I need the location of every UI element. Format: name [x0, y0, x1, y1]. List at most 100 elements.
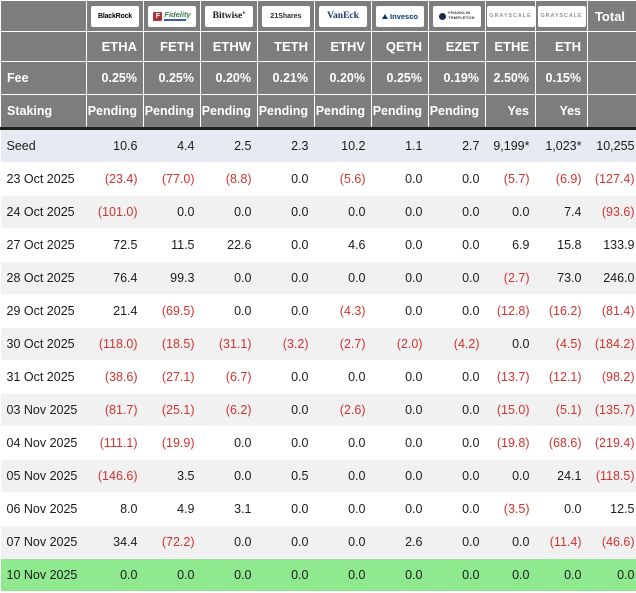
value-cell: (4.2) [428, 327, 486, 361]
grayscale-logo-text: GRAYSCALE [489, 13, 532, 19]
value-cell: 0.0 [257, 228, 315, 262]
value-cell: (18.5) [143, 327, 201, 361]
invesco-logo: Invesco [376, 5, 424, 27]
total-value-cell: 10,255 [587, 128, 636, 163]
21shares-logo: 21Shares [262, 5, 310, 27]
fee-cell: 0.19% [428, 61, 486, 95]
value-cell: 0.0 [371, 459, 429, 493]
value-cell: 0.0 [257, 492, 315, 526]
value-cell: 0.0 [314, 459, 372, 493]
total-value-cell: (118.5) [587, 459, 636, 493]
value-cell: (77.0) [143, 162, 201, 196]
value-cell: 0.0 [371, 162, 429, 196]
blackrock-logo: BlackRock [91, 5, 139, 27]
value-cell: 4.6 [314, 228, 372, 262]
value-cell: 6.9 [485, 228, 536, 262]
value-cell: (8.8) [200, 162, 258, 196]
value-cell: 0.0 [371, 261, 429, 295]
value-cell: 22.6 [200, 228, 258, 262]
value-cell: 0.0 [371, 558, 429, 592]
value-cell: (101.0) [86, 195, 144, 229]
value-cell: (27.1) [143, 360, 201, 394]
value-cell: 99.3 [143, 261, 201, 295]
grayscale-logo-text: GRAYSCALE [540, 13, 583, 19]
value-cell: 0.0 [257, 261, 315, 295]
value-cell: 4.9 [143, 492, 201, 526]
logo-cell: GRAYSCALE [485, 0, 536, 32]
ticker-eth: ETH [535, 31, 588, 62]
value-cell: 0.0 [314, 558, 372, 592]
row-label: 30 Oct 2025 [0, 327, 87, 361]
franklin-head-icon [439, 12, 447, 20]
value-cell: 0.0 [257, 162, 315, 196]
staking-cell: Pending [314, 94, 372, 130]
row-label: 10 Nov 2025 [0, 558, 87, 592]
ticker-row: ETHA FETH ETHW TETH ETHV QETH EZET ETHE ETH [0, 31, 636, 62]
value-cell: (5.6) [314, 162, 372, 196]
ticker-ethe: ETHE [485, 31, 536, 62]
value-cell: 0.5 [257, 459, 315, 493]
value-cell: 9,199* [485, 128, 536, 163]
value-cell: 10.6 [86, 128, 144, 163]
fee-cell: 0.21% [257, 61, 315, 95]
staking-cell: Pending [200, 94, 258, 130]
total-header: Total [587, 0, 636, 32]
value-cell: 0.0 [535, 492, 588, 526]
value-cell: (23.4) [86, 162, 144, 196]
value-cell: 2.7 [428, 128, 486, 163]
total-value-cell: 133.9 [587, 228, 636, 262]
value-cell: 0.0 [485, 525, 536, 559]
row-label: 23 Oct 2025 [0, 162, 87, 196]
flow-row: 27 Oct 2025 72.5 11.5 22.6 0.0 4.6 0.0 0.0 6.9 15… [0, 228, 636, 262]
value-cell: 0.0 [428, 360, 486, 394]
fee-total-cell [587, 61, 636, 95]
value-cell: 0.0 [371, 393, 429, 427]
value-cell: 0.0 [485, 459, 536, 493]
value-cell: 0.0 [485, 558, 536, 592]
value-cell: (12.8) [485, 294, 536, 328]
value-cell: 0.0 [200, 261, 258, 295]
total-value-cell: (81.4) [587, 294, 636, 328]
value-cell: 0.0 [314, 426, 372, 460]
value-cell: (4.3) [314, 294, 372, 328]
value-cell: (118.0) [86, 327, 144, 361]
grayscale-logo: GRAYSCALE [537, 5, 586, 27]
value-cell: 0.0 [143, 558, 201, 592]
fee-cell: 0.20% [200, 61, 258, 95]
value-cell: (6.7) [200, 360, 258, 394]
total-value-cell: 0.0 [587, 558, 636, 592]
fee-cell: 0.25% [143, 61, 201, 95]
value-cell: 3.5 [143, 459, 201, 493]
value-cell: 0.0 [314, 492, 372, 526]
value-cell: 0.0 [143, 195, 201, 229]
value-cell: (15.0) [485, 393, 536, 427]
staking-cell: Pending [428, 94, 486, 130]
value-cell: 73.0 [535, 261, 588, 295]
value-cell: 0.0 [257, 195, 315, 229]
row-label: 28 Oct 2025 [0, 261, 87, 295]
value-cell: 0.0 [428, 459, 486, 493]
value-cell: (146.6) [86, 459, 144, 493]
value-cell: (13.7) [485, 360, 536, 394]
franklin-logo: FRANKLIN TEMPLETON [433, 5, 481, 27]
value-cell: 21.4 [86, 294, 144, 328]
invesco-logo-text: Invesco [390, 11, 418, 21]
staking-cell: Pending [143, 94, 201, 130]
ticker-ezet: EZET [428, 31, 486, 62]
franklin-logo-text: FRANKLIN TEMPLETON [448, 10, 475, 20]
total-value-cell: (127.4) [587, 162, 636, 196]
value-cell: 0.0 [371, 426, 429, 460]
bitwise-logo: Bitwise’ [205, 5, 253, 27]
row-label: 27 Oct 2025 [0, 228, 87, 262]
value-cell: 2.5 [200, 128, 258, 163]
value-cell: 0.0 [371, 492, 429, 526]
blackrock-logo-text: BlackRock [98, 12, 132, 20]
value-cell: 0.0 [428, 261, 486, 295]
value-cell: (6.9) [535, 162, 588, 196]
total-value-cell: 12.5 [587, 492, 636, 526]
value-cell: 0.0 [257, 525, 315, 559]
value-cell: 34.4 [86, 525, 144, 559]
flow-row: 30 Oct 2025 (118.0) (18.5) (31.1) (3.2) (2.7)… [0, 327, 636, 361]
